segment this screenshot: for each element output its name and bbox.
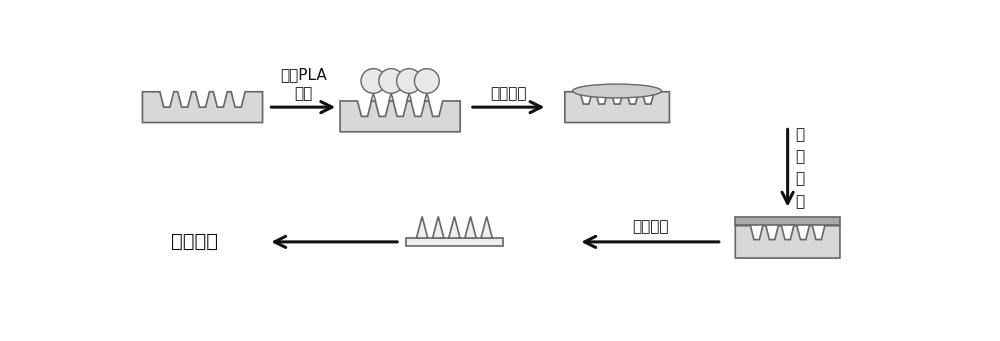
Text: 封装保存: 封装保存 [171,232,218,251]
Polygon shape [389,93,394,101]
Text: 微针脱模: 微针脱模 [632,219,668,234]
Polygon shape [425,93,429,101]
Bar [735,217,840,225]
Polygon shape [416,217,428,238]
Text: 平
板
压
实: 平 板 压 实 [795,127,804,209]
Polygon shape [433,217,444,238]
Text: 颗粒熔融: 颗粒熔融 [490,86,527,101]
Polygon shape [565,92,669,122]
Polygon shape [465,217,476,238]
Polygon shape [340,101,460,132]
Ellipse shape [397,69,421,93]
Polygon shape [449,217,460,238]
Ellipse shape [379,69,404,93]
Polygon shape [735,226,840,258]
Bar [406,238,503,246]
Ellipse shape [414,69,439,93]
Text: 放置PLA
颗粒: 放置PLA 颗粒 [280,68,327,101]
Polygon shape [142,92,263,122]
Polygon shape [407,93,411,101]
Ellipse shape [573,84,662,98]
Polygon shape [481,217,492,238]
Ellipse shape [361,69,386,93]
Polygon shape [371,93,376,101]
